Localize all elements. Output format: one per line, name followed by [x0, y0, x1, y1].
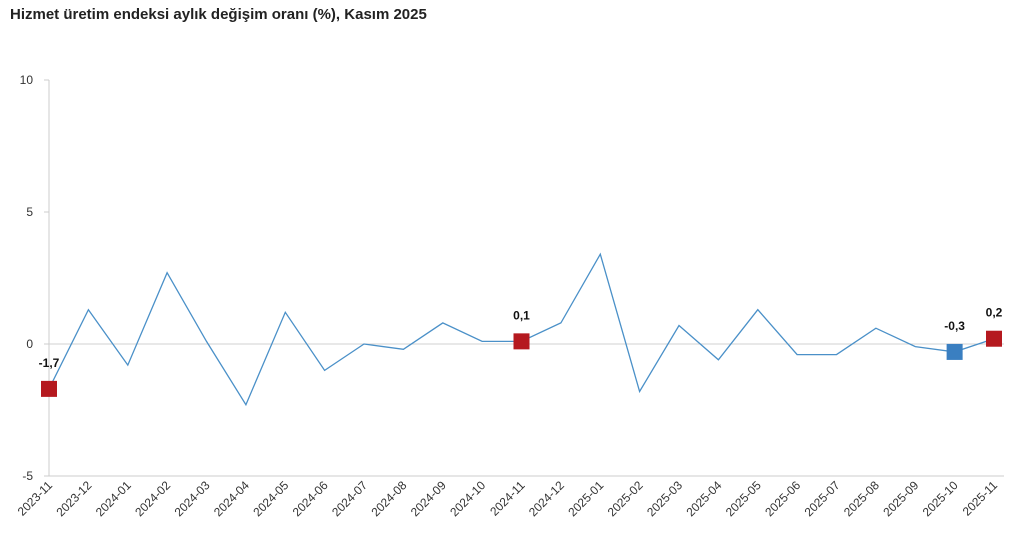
- data-point: [599, 253, 601, 255]
- data-point: [284, 311, 286, 313]
- x-tick-label: 2025-01: [565, 478, 606, 519]
- x-tick-label: 2025-04: [683, 478, 724, 519]
- axes: 10 5 0 -5: [20, 73, 1004, 483]
- x-tick-label: 2024-01: [93, 478, 134, 519]
- y-tick-label: 0: [26, 337, 33, 351]
- series-line: [48, 252, 995, 407]
- chart-title: Hizmet üretim endeksi aylık değişim oran…: [10, 6, 427, 23]
- data-label: 0,1: [513, 308, 530, 322]
- x-tick-label: 2025-02: [605, 478, 646, 519]
- data-point: [560, 322, 562, 324]
- x-tick-labels: 2023-112023-122024-012024-022024-032024-…: [15, 478, 1001, 519]
- data-point: [639, 391, 641, 393]
- x-tick-label: 2024-06: [290, 478, 331, 519]
- data-point: [678, 325, 680, 327]
- x-tick-label: 2024-09: [408, 478, 449, 519]
- data-point: [481, 340, 483, 342]
- x-tick-label: 2024-03: [172, 478, 213, 519]
- data-point: [796, 354, 798, 356]
- highlight-marker: [513, 333, 530, 350]
- x-tick-label: 2025-11: [960, 478, 1001, 519]
- x-tick-label: 2023-12: [53, 478, 94, 519]
- highlight-marker: [946, 343, 963, 360]
- data-point: [166, 272, 168, 274]
- data-point: [245, 404, 247, 406]
- data-point: [206, 340, 208, 342]
- highlight-marker: [986, 330, 1002, 347]
- x-tick-label: 2025-08: [841, 478, 882, 519]
- data-labels: -1,7 0,1 -0,3 0,2: [39, 306, 1003, 370]
- x-tick-label: 2025-09: [880, 478, 921, 519]
- data-label: -0,3: [944, 319, 965, 333]
- x-tick-label: 2025-06: [762, 478, 803, 519]
- data-point: [87, 309, 89, 311]
- x-tick-label: 2024-08: [368, 478, 409, 519]
- x-tick-label: 2025-05: [723, 478, 764, 519]
- y-tick-label: 10: [20, 73, 34, 87]
- data-label: -1,7: [39, 356, 60, 370]
- highlight-marker: [41, 380, 57, 397]
- y-tick-label: -5: [22, 469, 33, 483]
- data-point: [757, 309, 759, 311]
- data-label: 0,2: [986, 306, 1003, 320]
- x-tick-label: 2024-11: [487, 478, 528, 519]
- x-tick-label: 2025-03: [644, 478, 685, 519]
- data-point: [836, 354, 838, 356]
- series-polyline: [48, 252, 995, 407]
- x-tick-label: 2023-11: [15, 478, 56, 519]
- x-tick-label: 2024-10: [447, 478, 488, 519]
- data-point: [363, 343, 365, 345]
- data-point: [324, 369, 326, 371]
- x-tick-label: 2025-10: [920, 478, 961, 519]
- data-point: [875, 327, 877, 329]
- x-tick-label: 2024-02: [132, 478, 173, 519]
- data-point: [127, 364, 129, 366]
- x-tick-label: 2024-07: [329, 478, 370, 519]
- data-point: [717, 359, 719, 361]
- data-point: [442, 322, 444, 324]
- highlight-markers: [41, 330, 1002, 397]
- x-tick-label: 2024-05: [250, 478, 291, 519]
- x-tick-label: 2025-07: [802, 478, 843, 519]
- data-point: [402, 348, 404, 350]
- data-point: [914, 346, 916, 348]
- x-tick-label: 2024-12: [526, 478, 567, 519]
- y-tick-label: 5: [26, 205, 33, 219]
- x-tick-label: 2024-04: [211, 478, 252, 519]
